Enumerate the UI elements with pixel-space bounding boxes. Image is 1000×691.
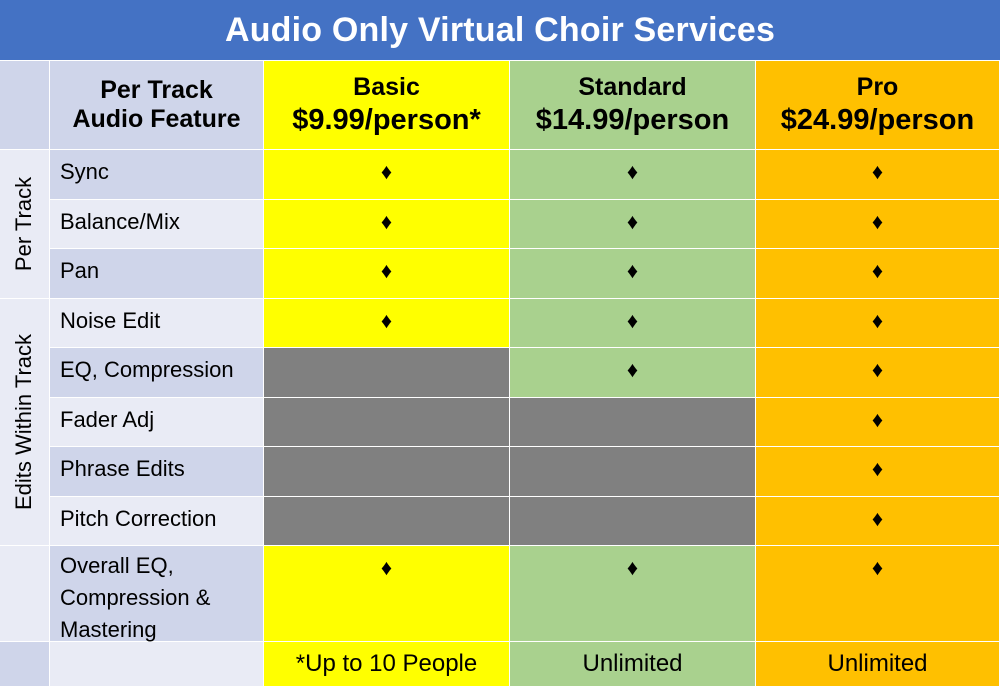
pro-footer-note: Unlimited	[756, 642, 1000, 687]
feature-cell-overall-eq-compression-mastering: Overall EQ, Compression & Mastering	[50, 546, 264, 642]
feature-line: Overall EQ,	[60, 553, 174, 578]
feature-line: Compression &	[60, 584, 211, 610]
basic-included-marker: ♦	[264, 546, 510, 642]
basic-column-header: Basic $9.99/person*	[264, 61, 510, 150]
pro-included-marker: ♦	[756, 546, 1000, 642]
standard-included-marker: ♦	[510, 249, 756, 299]
feature-cell-pitch-correction: Pitch Correction	[50, 496, 264, 546]
basic-unavailable-cell	[264, 348, 510, 398]
feature-cell-balance-mix: Balance/Mix	[50, 199, 264, 249]
group-label-empty	[0, 546, 50, 642]
standard-included-marker: ♦	[510, 150, 756, 200]
pro-included-marker: ♦	[756, 496, 1000, 546]
basic-included-marker: ♦	[264, 199, 510, 249]
standard-tier-price: $14.99/person	[535, 103, 730, 136]
feature-cell-phrase-edits: Phrase Edits	[50, 447, 264, 497]
standard-unavailable-cell	[510, 397, 756, 447]
basic-footer-note: *Up to 10 People	[264, 642, 510, 687]
standard-included-marker: ♦	[510, 199, 756, 249]
standard-unavailable-cell	[510, 447, 756, 497]
pro-included-marker: ♦	[756, 298, 1000, 348]
basic-tier-name: Basic	[353, 73, 420, 102]
group-label-edits-within-track: Edits Within Track	[0, 298, 50, 546]
pricing-table: Per Track Audio Feature Basic $9.99/pers…	[0, 61, 1000, 691]
pro-column-header: Pro $24.99/person	[756, 61, 1000, 150]
feature-column-header: Per Track Audio Feature	[50, 61, 264, 150]
standard-column-header: Standard $14.99/person	[510, 61, 756, 150]
feature-header-line2: Audio Feature	[72, 105, 241, 133]
feature-cell-fader-adj: Fader Adj	[50, 397, 264, 447]
pro-included-marker: ♦	[756, 150, 1000, 200]
standard-included-marker: ♦	[510, 348, 756, 398]
pro-tier-price: $24.99/person	[780, 103, 975, 136]
pro-included-marker: ♦	[756, 199, 1000, 249]
feature-cell-eq-compression: EQ, Compression	[50, 348, 264, 398]
standard-tier-name: Standard	[578, 73, 687, 102]
basic-tier-price: $9.99/person*	[292, 103, 481, 136]
standard-unavailable-cell	[510, 496, 756, 546]
corner-cell	[0, 61, 50, 150]
standard-included-marker: ♦	[510, 298, 756, 348]
basic-unavailable-cell	[264, 397, 510, 447]
group-label-per-track: Per Track	[0, 150, 50, 299]
basic-unavailable-cell	[264, 496, 510, 546]
footer-corner-cell	[0, 642, 50, 687]
pro-included-marker: ♦	[756, 397, 1000, 447]
footer-feature-cell	[50, 642, 264, 687]
pro-included-marker: ♦	[756, 447, 1000, 497]
basic-included-marker: ♦	[264, 150, 510, 200]
group-label-text: Edits Within Track	[11, 333, 37, 510]
group-label-text: Per Track	[11, 176, 37, 271]
basic-included-marker: ♦	[264, 298, 510, 348]
basic-included-marker: ♦	[264, 249, 510, 299]
feature-cell-pan: Pan	[50, 249, 264, 299]
pro-tier-name: Pro	[856, 73, 899, 102]
feature-cell-noise-edit: Noise Edit	[50, 298, 264, 348]
page-title: Audio Only Virtual Choir Services	[0, 0, 1000, 60]
standard-included-marker: ♦	[510, 546, 756, 642]
feature-header-line1: Per Track	[100, 75, 213, 104]
standard-footer-note: Unlimited	[510, 642, 756, 687]
feature-line: Mastering	[60, 616, 157, 642]
pro-included-marker: ♦	[756, 348, 1000, 398]
basic-unavailable-cell	[264, 447, 510, 497]
feature-cell-sync: Sync	[50, 150, 264, 200]
pro-included-marker: ♦	[756, 249, 1000, 299]
